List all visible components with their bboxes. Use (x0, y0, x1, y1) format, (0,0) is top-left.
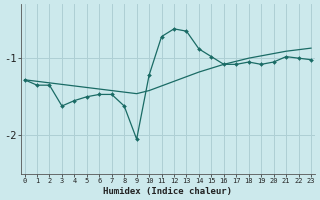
X-axis label: Humidex (Indice chaleur): Humidex (Indice chaleur) (103, 187, 232, 196)
